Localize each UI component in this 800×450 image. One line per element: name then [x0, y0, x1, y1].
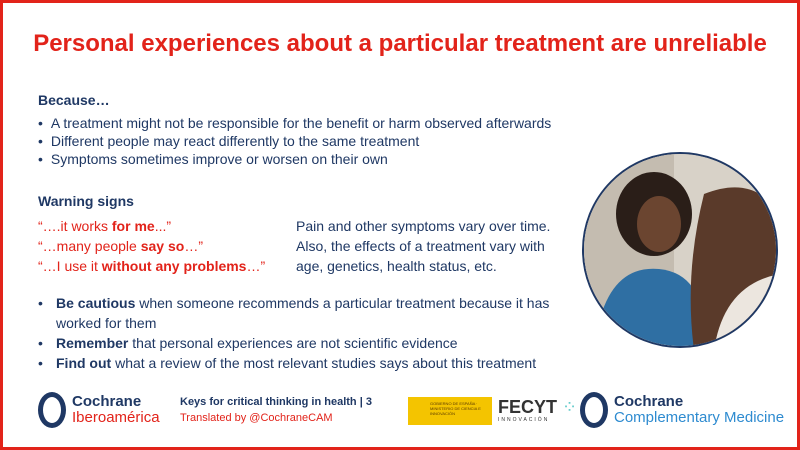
cochrane-iberoamerica-logo: Cochrane Iberoamérica — [38, 392, 160, 428]
list-item: Different people may react differently t… — [38, 132, 551, 150]
list-item: • Be cautious when someone recommends a p… — [38, 295, 550, 331]
government-spain-logo: GOBIERNO DE ESPAÑA · MINISTERIO DE CIENC… — [408, 397, 492, 425]
cochrane-cam-logo: Cochrane Complementary Medicine — [580, 392, 784, 428]
warning-heading: Warning signs — [38, 193, 134, 209]
cochrane-ring-icon — [38, 392, 66, 428]
consultation-photo — [582, 152, 778, 348]
warning-quotes: “….it works for me...” “…many people say… — [38, 216, 265, 276]
quote: “…many people say so…” — [38, 238, 203, 254]
list-item: Symptoms sometimes improve or worsen on … — [38, 150, 551, 168]
footer-text: Keys for critical thinking in health | 3… — [180, 396, 372, 424]
quote: “…I use it without any problems…” — [38, 258, 266, 274]
slide-title: Personal experiences about a particular … — [33, 30, 767, 57]
warning-note: Pain and other symptoms vary over time. A… — [296, 218, 551, 274]
because-heading: Because… — [38, 92, 110, 108]
fecyt-logo: FECYT INNOVACIÓN ⁘ — [498, 397, 578, 423]
cochrane-ring-icon — [580, 392, 608, 428]
list-item: A treatment might not be responsible for… — [38, 114, 551, 132]
list-item: • Find out what a review of the most rele… — [38, 355, 537, 371]
list-item: • Remember that personal experiences are … — [38, 335, 458, 351]
because-list: A treatment might not be responsible for… — [38, 114, 551, 168]
fecyt-dots-icon: ⁘ — [562, 397, 578, 417]
tips-list: • Be cautious when someone recommends a p… — [38, 293, 578, 373]
quote: “….it works for me...” — [38, 218, 172, 234]
